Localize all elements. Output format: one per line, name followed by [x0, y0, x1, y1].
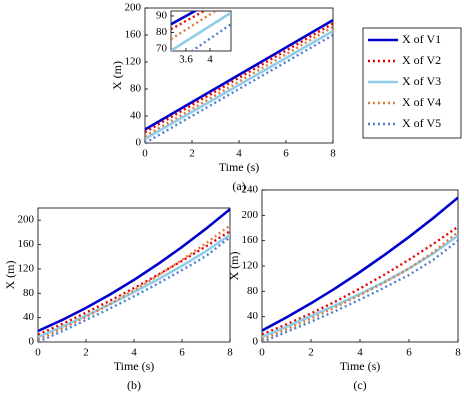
- x-tick-label: 0: [259, 347, 265, 359]
- y-tick-label: 120: [18, 262, 35, 274]
- series-line: [262, 239, 458, 342]
- x-tick-label: 4: [131, 347, 137, 359]
- x-tick-label: 4: [236, 148, 242, 160]
- series-line: [262, 225, 458, 336]
- y-tick-label: 120: [242, 260, 259, 272]
- series-group: [171, 11, 231, 51]
- caption: (b): [127, 378, 141, 392]
- series-group: [262, 196, 458, 342]
- y-tick-label: 240: [242, 184, 259, 196]
- x-tick-label: 2: [189, 148, 195, 160]
- y-tick-label: 160: [125, 29, 142, 41]
- x-tick-label: 2: [83, 347, 89, 359]
- series-line: [262, 196, 458, 332]
- y-tick-label: 0: [29, 336, 35, 348]
- x-tick-label: 0: [35, 347, 41, 359]
- y-tick-label: 90: [156, 9, 168, 21]
- y-axis-label: X (m): [227, 252, 241, 281]
- y-axis-label: X (m): [110, 61, 124, 90]
- legend-label: X of V1: [402, 32, 441, 46]
- series-line: [38, 208, 230, 333]
- series-line: [171, 11, 231, 51]
- y-tick-label: 40: [23, 311, 35, 323]
- x-axis-label: Time (s): [219, 160, 260, 174]
- series-line: [145, 33, 333, 143]
- series-line: [262, 230, 458, 341]
- y-tick-label: 80: [156, 26, 168, 38]
- series-line: [171, 11, 198, 26]
- series-line: [262, 234, 458, 339]
- y-tick-label: 0: [253, 336, 259, 348]
- series-line: [38, 230, 230, 336]
- y-axis-label: X (m): [3, 261, 17, 290]
- series-line: [38, 224, 230, 341]
- legend-label: X of V3: [402, 74, 441, 88]
- y-tick-label: 200: [242, 209, 259, 221]
- x-tick-label: 0: [142, 148, 148, 160]
- y-tick-label: 200: [125, 2, 142, 14]
- series-line: [145, 18, 333, 131]
- x-tick-label: 6: [179, 347, 185, 359]
- caption: (c): [353, 378, 366, 392]
- x-tick-label: 4: [357, 347, 363, 359]
- y-tick-label: 80: [23, 287, 35, 299]
- y-tick-label: 70: [156, 43, 168, 55]
- plot-area: [261, 189, 459, 343]
- x-tick-label: 6: [406, 347, 412, 359]
- series-group: [38, 208, 230, 342]
- x-tick-label: 3.6: [179, 54, 193, 66]
- x-tick-label: 8: [227, 347, 233, 359]
- x-axis-label: Time (s): [340, 359, 381, 373]
- y-tick-label: 160: [18, 238, 35, 250]
- series-line: [38, 233, 230, 339]
- series-line: [38, 236, 230, 342]
- series-line: [171, 11, 218, 41]
- x-tick-label: 2: [308, 347, 314, 359]
- series-line: [145, 22, 333, 134]
- y-tick-label: 120: [125, 56, 142, 68]
- series-line: [171, 11, 207, 31]
- y-tick-label: 40: [247, 310, 259, 322]
- series-line: [189, 23, 231, 51]
- y-tick-label: 80: [247, 285, 259, 297]
- x-tick-label: 8: [455, 347, 461, 359]
- caption: (a): [232, 179, 245, 193]
- x-tick-label: 6: [283, 148, 289, 160]
- y-tick-label: 80: [130, 83, 142, 95]
- x-tick-label: 8: [330, 148, 336, 160]
- series-line: [145, 25, 333, 138]
- y-tick-label: 40: [130, 110, 142, 122]
- series-line: [145, 29, 333, 141]
- legend-label: X of V2: [402, 53, 441, 67]
- y-tick-label: 200: [18, 214, 35, 226]
- x-tick-label: 4: [207, 54, 213, 66]
- legend-label: X of V4: [402, 95, 441, 109]
- y-tick-label: 160: [242, 234, 259, 246]
- legend-label: X of V5: [402, 116, 441, 130]
- y-tick-label: 0: [136, 137, 142, 149]
- series-group: [145, 18, 333, 143]
- x-axis-label: Time (s): [114, 359, 155, 373]
